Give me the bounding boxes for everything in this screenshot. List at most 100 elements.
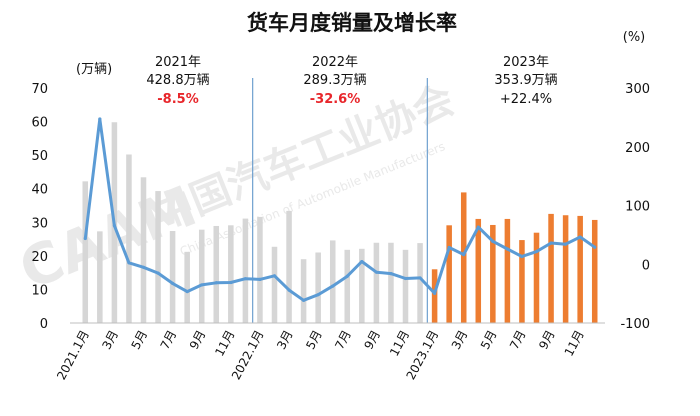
y-right-tick-label: 200	[625, 141, 650, 156]
growth-point-2023.2	[447, 245, 451, 250]
growth-point-2022.9	[374, 270, 378, 274]
growth-point-2022.3	[287, 288, 291, 292]
bar-2021.11	[228, 225, 234, 323]
annotation-year-2023: 2023年	[503, 55, 549, 70]
bar-2021.2	[97, 231, 103, 323]
bar-2022.7	[344, 249, 351, 323]
growth-point-2022.12	[418, 276, 422, 280]
y-left-tick-label: 70	[31, 82, 48, 97]
annotation-growth-2023: +22.4%	[500, 92, 552, 107]
growth-point-2023.7	[520, 254, 524, 259]
bar-2022.11	[402, 249, 409, 323]
bar-2021.4	[126, 154, 132, 323]
bar-2021.9	[198, 229, 205, 323]
growth-point-2023.4	[476, 225, 480, 229]
x-tick-label: 11月	[562, 328, 587, 359]
x-tick-label: 11月	[387, 328, 412, 359]
growth-point-2023.9	[549, 241, 553, 245]
growth-point-2021.5	[141, 265, 146, 269]
bar-2023.5	[490, 224, 496, 323]
bar-2023.3	[460, 192, 467, 323]
annotation-growth-2022: -32.6%	[310, 92, 361, 107]
bar-2022.1	[257, 216, 263, 323]
x-tick-label: 3月	[274, 328, 296, 352]
bar-2021.5	[140, 177, 147, 323]
bar-2023.6	[504, 218, 511, 323]
bar-2023.2	[446, 225, 452, 323]
bar-2021.6	[155, 191, 161, 323]
growth-point-2021.12	[243, 277, 247, 281]
y-right-tick-label: -100	[620, 317, 650, 332]
bar-2023.1	[431, 269, 438, 323]
growth-point-2021.10	[214, 281, 218, 285]
y-left-tick-label: 30	[31, 216, 48, 231]
x-tick-label: 9月	[536, 328, 558, 352]
growth-point-2021.7	[171, 281, 175, 286]
y-right-axis: -100 0 100 200 300	[620, 82, 650, 332]
growth-point-2023.8	[534, 249, 539, 254]
y-left-tick-label: 40	[31, 183, 48, 198]
y-right-tick-label: 100	[625, 200, 650, 215]
y-left-unit: (万辆)	[76, 62, 112, 77]
x-tick-label: 7月	[158, 328, 180, 352]
growth-point-2021.11	[229, 280, 233, 285]
growth-point-2023.1	[433, 291, 437, 295]
bar-2023.4	[475, 218, 482, 323]
y-right-unit: (%)	[623, 30, 646, 45]
y-left-tick-label: 60	[31, 116, 48, 131]
x-tick-label: 9月	[361, 328, 383, 352]
x-tick-label: 5月	[303, 328, 325, 352]
bar-2021.10	[213, 225, 220, 323]
year-dividers	[252, 78, 428, 323]
growth-point-2022.7	[345, 274, 349, 278]
growth-point-2023.6	[505, 247, 509, 251]
x-tick-label: 7月	[507, 328, 529, 352]
y-right-tick-label: 300	[625, 82, 650, 97]
x-tick-label: 3月	[449, 328, 471, 352]
line-series	[83, 117, 597, 302]
growth-rate-line	[83, 117, 596, 302]
bar-2023.7	[519, 240, 525, 323]
y-left-axis: 0 10 20 30 40 50 60 70	[31, 82, 48, 332]
growth-point-2022.8	[360, 259, 364, 264]
bar-2022.2	[271, 246, 278, 323]
growth-point-2022.5	[316, 293, 320, 297]
bar-2022.12	[417, 243, 423, 323]
bar-2022.4	[300, 259, 307, 323]
bar-2021.1	[82, 181, 89, 323]
growth-point-2021.2	[98, 117, 102, 121]
growth-point-2021.8	[185, 289, 189, 294]
chart-title: 货车月度销量及增长率	[247, 11, 457, 35]
y-right-tick-label: 0	[642, 258, 650, 273]
annotation-total-2021: 428.8万辆	[146, 73, 209, 88]
x-tick-label: 9月	[187, 328, 209, 352]
growth-point-2023.11	[578, 235, 582, 239]
bar-2022.10	[388, 242, 394, 323]
year-annotations: 2021年 428.8万辆 -8.5% 2022年 289.3万辆 -32.6%…	[146, 55, 557, 107]
growth-point-2021.1	[83, 236, 87, 241]
bar-2023.8	[533, 232, 540, 323]
annotation-total-2023: 353.9万辆	[494, 73, 557, 88]
bar-2022.5	[315, 252, 321, 323]
bar-2023.11	[577, 215, 583, 323]
growth-point-2023.12	[593, 245, 597, 249]
x-tick-label: 3月	[99, 328, 121, 352]
bar-2021.8	[184, 251, 190, 323]
bar-2023.10	[562, 215, 569, 323]
y-left-tick-label: 20	[31, 250, 48, 265]
growth-point-2021.9	[200, 283, 204, 287]
bar-2022.9	[373, 242, 380, 323]
y-left-tick-label: 0	[40, 317, 48, 332]
growth-point-2021.6	[156, 271, 160, 275]
x-tick-label: 5月	[129, 328, 151, 352]
x-tick-label: 7月	[332, 328, 354, 352]
x-tick-label: 11月	[212, 328, 237, 359]
growth-point-2022.6	[331, 284, 335, 288]
bar-2023.9	[548, 213, 554, 323]
annotation-growth-2021: -8.5%	[157, 92, 198, 107]
annotation-year-2021: 2021年	[155, 55, 201, 70]
growth-point-2022.2	[272, 274, 277, 278]
bar-2023.12	[591, 219, 598, 323]
